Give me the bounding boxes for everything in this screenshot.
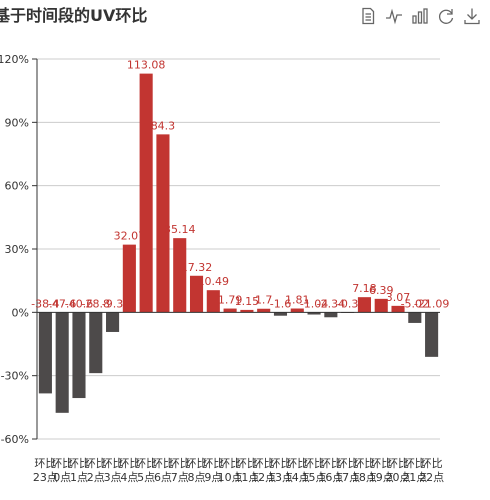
x-tick-label: 环比 9点: [202, 457, 224, 484]
y-tick-label: 30%: [5, 243, 29, 256]
bar: [273, 312, 288, 316]
x-tick-label: 环比 23点: [33, 457, 58, 484]
x-tick-label: 环比 15点: [302, 457, 327, 484]
x-tick-label: 环比 10点: [218, 457, 243, 484]
toolbox: [358, 6, 482, 26]
bar: [122, 244, 136, 313]
bar: [72, 312, 86, 399]
bar: [156, 134, 170, 313]
data-label: 84.3: [151, 119, 176, 132]
data-label: 32.07: [114, 230, 146, 243]
bar: [106, 312, 120, 332]
x-tick-label: 环比 13点: [268, 457, 293, 484]
data-label: -1.04: [300, 297, 328, 310]
bar: [38, 312, 52, 394]
data-label: -21.09: [414, 297, 449, 310]
bar: [425, 312, 439, 357]
bar: [408, 312, 422, 323]
x-tick-label: 环比 2点: [85, 457, 107, 484]
data-label: -5.02: [401, 297, 429, 310]
save-image-icon[interactable]: [462, 6, 482, 26]
x-tick-label: 环比 17点: [335, 457, 360, 484]
data-label: -2.34: [317, 297, 345, 310]
data-label: -40.6: [65, 297, 93, 310]
data-label: 1.81: [285, 294, 310, 307]
data-label: -47.6: [48, 297, 76, 310]
data-view-icon[interactable]: [358, 6, 378, 26]
x-tick-label: 环比 19点: [369, 457, 394, 484]
data-label: 1.79: [218, 294, 243, 307]
data-label: 3.07: [386, 291, 411, 304]
bar-chart-icon[interactable]: [410, 6, 430, 26]
y-tick-label: 60%: [5, 180, 29, 193]
data-label: 6.39: [369, 284, 394, 297]
x-tick-label: 环比 12点: [251, 457, 276, 484]
bar: [257, 308, 271, 313]
bar: [240, 309, 254, 313]
x-tick-label: 环比 6点: [152, 457, 174, 484]
y-tick-label: 90%: [5, 116, 29, 129]
x-tick-label: 环比 11点: [234, 457, 259, 484]
bar: [89, 312, 103, 374]
data-label: 35.14: [164, 223, 196, 236]
x-tick-label: 环比 8点: [186, 457, 208, 484]
x-tick-label: 环比 4点: [118, 457, 140, 484]
bar: [206, 290, 220, 313]
bar: [290, 308, 304, 313]
y-tick-label: 120%: [0, 53, 29, 66]
data-label: 10.49: [198, 275, 230, 288]
data-label: 1.15: [235, 295, 260, 308]
x-tick-label: 环比 0点: [51, 457, 73, 484]
chart-title: 基于时间段的UV环比: [0, 6, 148, 25]
bar: [374, 298, 388, 313]
data-label: -1.6: [270, 297, 291, 310]
x-tick-label: 环比 3点: [102, 457, 124, 484]
x-tick-label: 环比 1点: [68, 457, 90, 484]
data-label: 7.18: [352, 282, 377, 295]
bar: [391, 305, 405, 313]
bar: [324, 312, 338, 318]
data-label: -0.3: [337, 297, 358, 310]
bar: [55, 312, 69, 413]
bar: [357, 297, 371, 313]
restore-icon[interactable]: [436, 6, 456, 26]
data-label: -38.4: [31, 297, 59, 310]
y-tick-label: 0%: [12, 306, 29, 319]
y-tick-label: -30%: [1, 370, 29, 383]
line-chart-icon[interactable]: [384, 6, 404, 26]
y-tick-label: -60%: [1, 433, 29, 446]
data-label: -9.3: [102, 297, 123, 310]
x-tick-label: 环比 16点: [318, 457, 343, 484]
x-tick-label: 环比 18点: [352, 457, 377, 484]
bar: [139, 73, 153, 313]
bar: [223, 308, 237, 313]
x-tick-label: 环比 5点: [135, 457, 157, 484]
data-label: 113.08: [127, 59, 166, 72]
x-tick-label: 环比 14点: [285, 457, 310, 484]
bar: [189, 275, 204, 313]
x-tick-label: 环比 20点: [386, 457, 411, 484]
x-tick-label: 环比 7点: [169, 457, 191, 484]
bar: [173, 238, 187, 313]
bar: [307, 312, 321, 315]
x-tick-label: 环比 22点: [419, 457, 444, 484]
data-label: -28.8: [82, 297, 110, 310]
x-tick-label: 环比 21点: [402, 457, 427, 484]
data-label: 1.7: [255, 294, 273, 307]
data-label: 17.32: [181, 261, 213, 274]
